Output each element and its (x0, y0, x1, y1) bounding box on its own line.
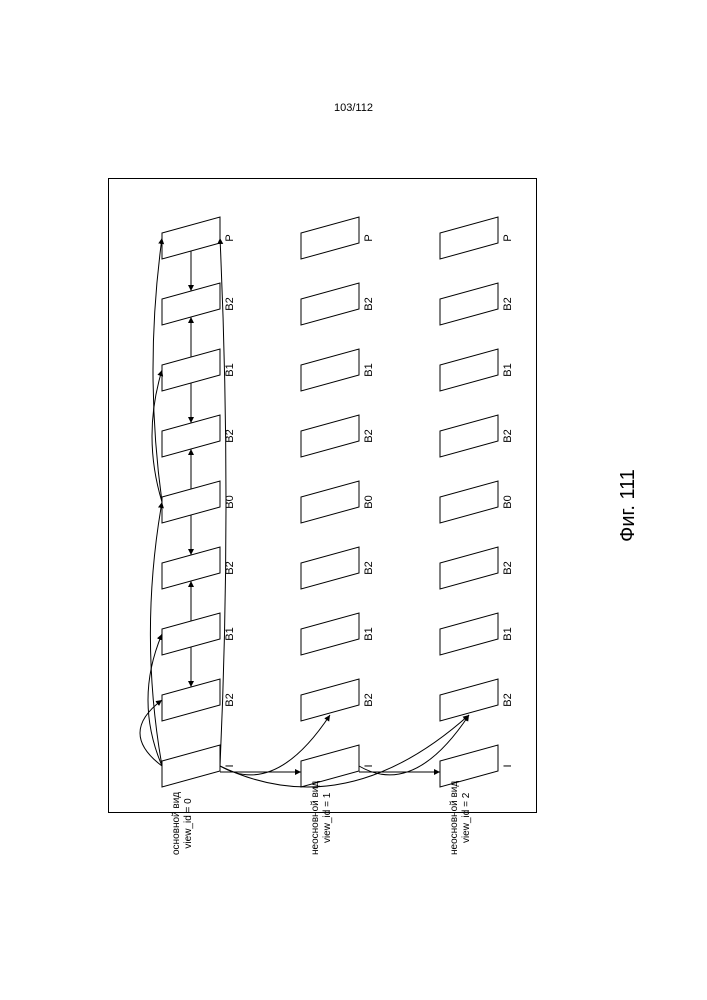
frame-type-label: B0 (363, 495, 375, 508)
frame-box (301, 415, 359, 457)
figure-caption: Фиг. 111 (617, 469, 640, 542)
frame-box (440, 547, 498, 589)
frame-box (301, 679, 359, 721)
frame-type-label: B2 (363, 693, 375, 706)
frame-box (440, 679, 498, 721)
frame-type-label: P (502, 234, 514, 241)
frame-box (162, 745, 220, 787)
frame-type-label: B2 (502, 561, 514, 574)
frame-box (440, 217, 498, 259)
frame-box (301, 349, 359, 391)
frame-box (440, 283, 498, 325)
frame-box (440, 613, 498, 655)
page-number: 103/112 (0, 102, 707, 114)
frame-box (301, 481, 359, 523)
frame-box (440, 481, 498, 523)
frame-type-label: B0 (502, 495, 514, 508)
frame-type-label: B2 (363, 561, 375, 574)
frame-type-label: I (224, 764, 236, 767)
diagram-svg: I B2 B1 B2 B0 B2 B1 B2 P I B2 B1 B2 B0 B2 B1 B2 P I B2 B1 B2 B… (108, 178, 535, 811)
frame-type-label: B2 (224, 297, 236, 310)
frame-type-label: P (224, 234, 236, 241)
frame-box (301, 283, 359, 325)
frame-type-label: B1 (224, 627, 236, 640)
frame-box (301, 217, 359, 259)
frame-box (440, 415, 498, 457)
frame-box (301, 547, 359, 589)
frame-type-label: B1 (363, 627, 375, 640)
frame-type-label: P (363, 234, 375, 241)
row-label-view2-line2: view_id = 2 (461, 793, 472, 843)
frame-type-label: B1 (502, 363, 514, 376)
page-root: 103/112 I B2 B1 B2 B0 B2 B1 B2 P I B2 B1 B2 B0 B2 B1 B2 P… (0, 0, 707, 1000)
row-label-view1-line2: view_id = 1 (322, 793, 333, 843)
frame-type-label: B2 (502, 297, 514, 310)
frame-type-label: B2 (224, 693, 236, 706)
frame-type-label: B1 (502, 627, 514, 640)
frame-type-label: B2 (363, 297, 375, 310)
frame-type-label: B2 (502, 429, 514, 442)
frame-type-label: B1 (363, 363, 375, 376)
frame-type-label: B2 (363, 429, 375, 442)
frame-type-label: B0 (224, 495, 236, 508)
frame-type-label: B2 (224, 561, 236, 574)
frame-box (301, 613, 359, 655)
row-label-view1-line1: неосновной вид (310, 781, 321, 855)
frame-box (440, 349, 498, 391)
frame-type-label: I (363, 764, 375, 767)
row-label-view0-line2: view_id = 0 (183, 798, 194, 848)
frame-type-label: B1 (224, 363, 236, 376)
row-label-view0-line1: основной вид (171, 792, 182, 855)
row-label-view2-line1: неосновной вид (449, 781, 460, 855)
dependency-arrow (148, 634, 162, 766)
frame-type-label: I (502, 764, 514, 767)
dependency-arrow (150, 502, 162, 766)
frame-type-label: B2 (502, 693, 514, 706)
dependency-arrow (153, 238, 162, 502)
frame-type-label: B2 (224, 429, 236, 442)
